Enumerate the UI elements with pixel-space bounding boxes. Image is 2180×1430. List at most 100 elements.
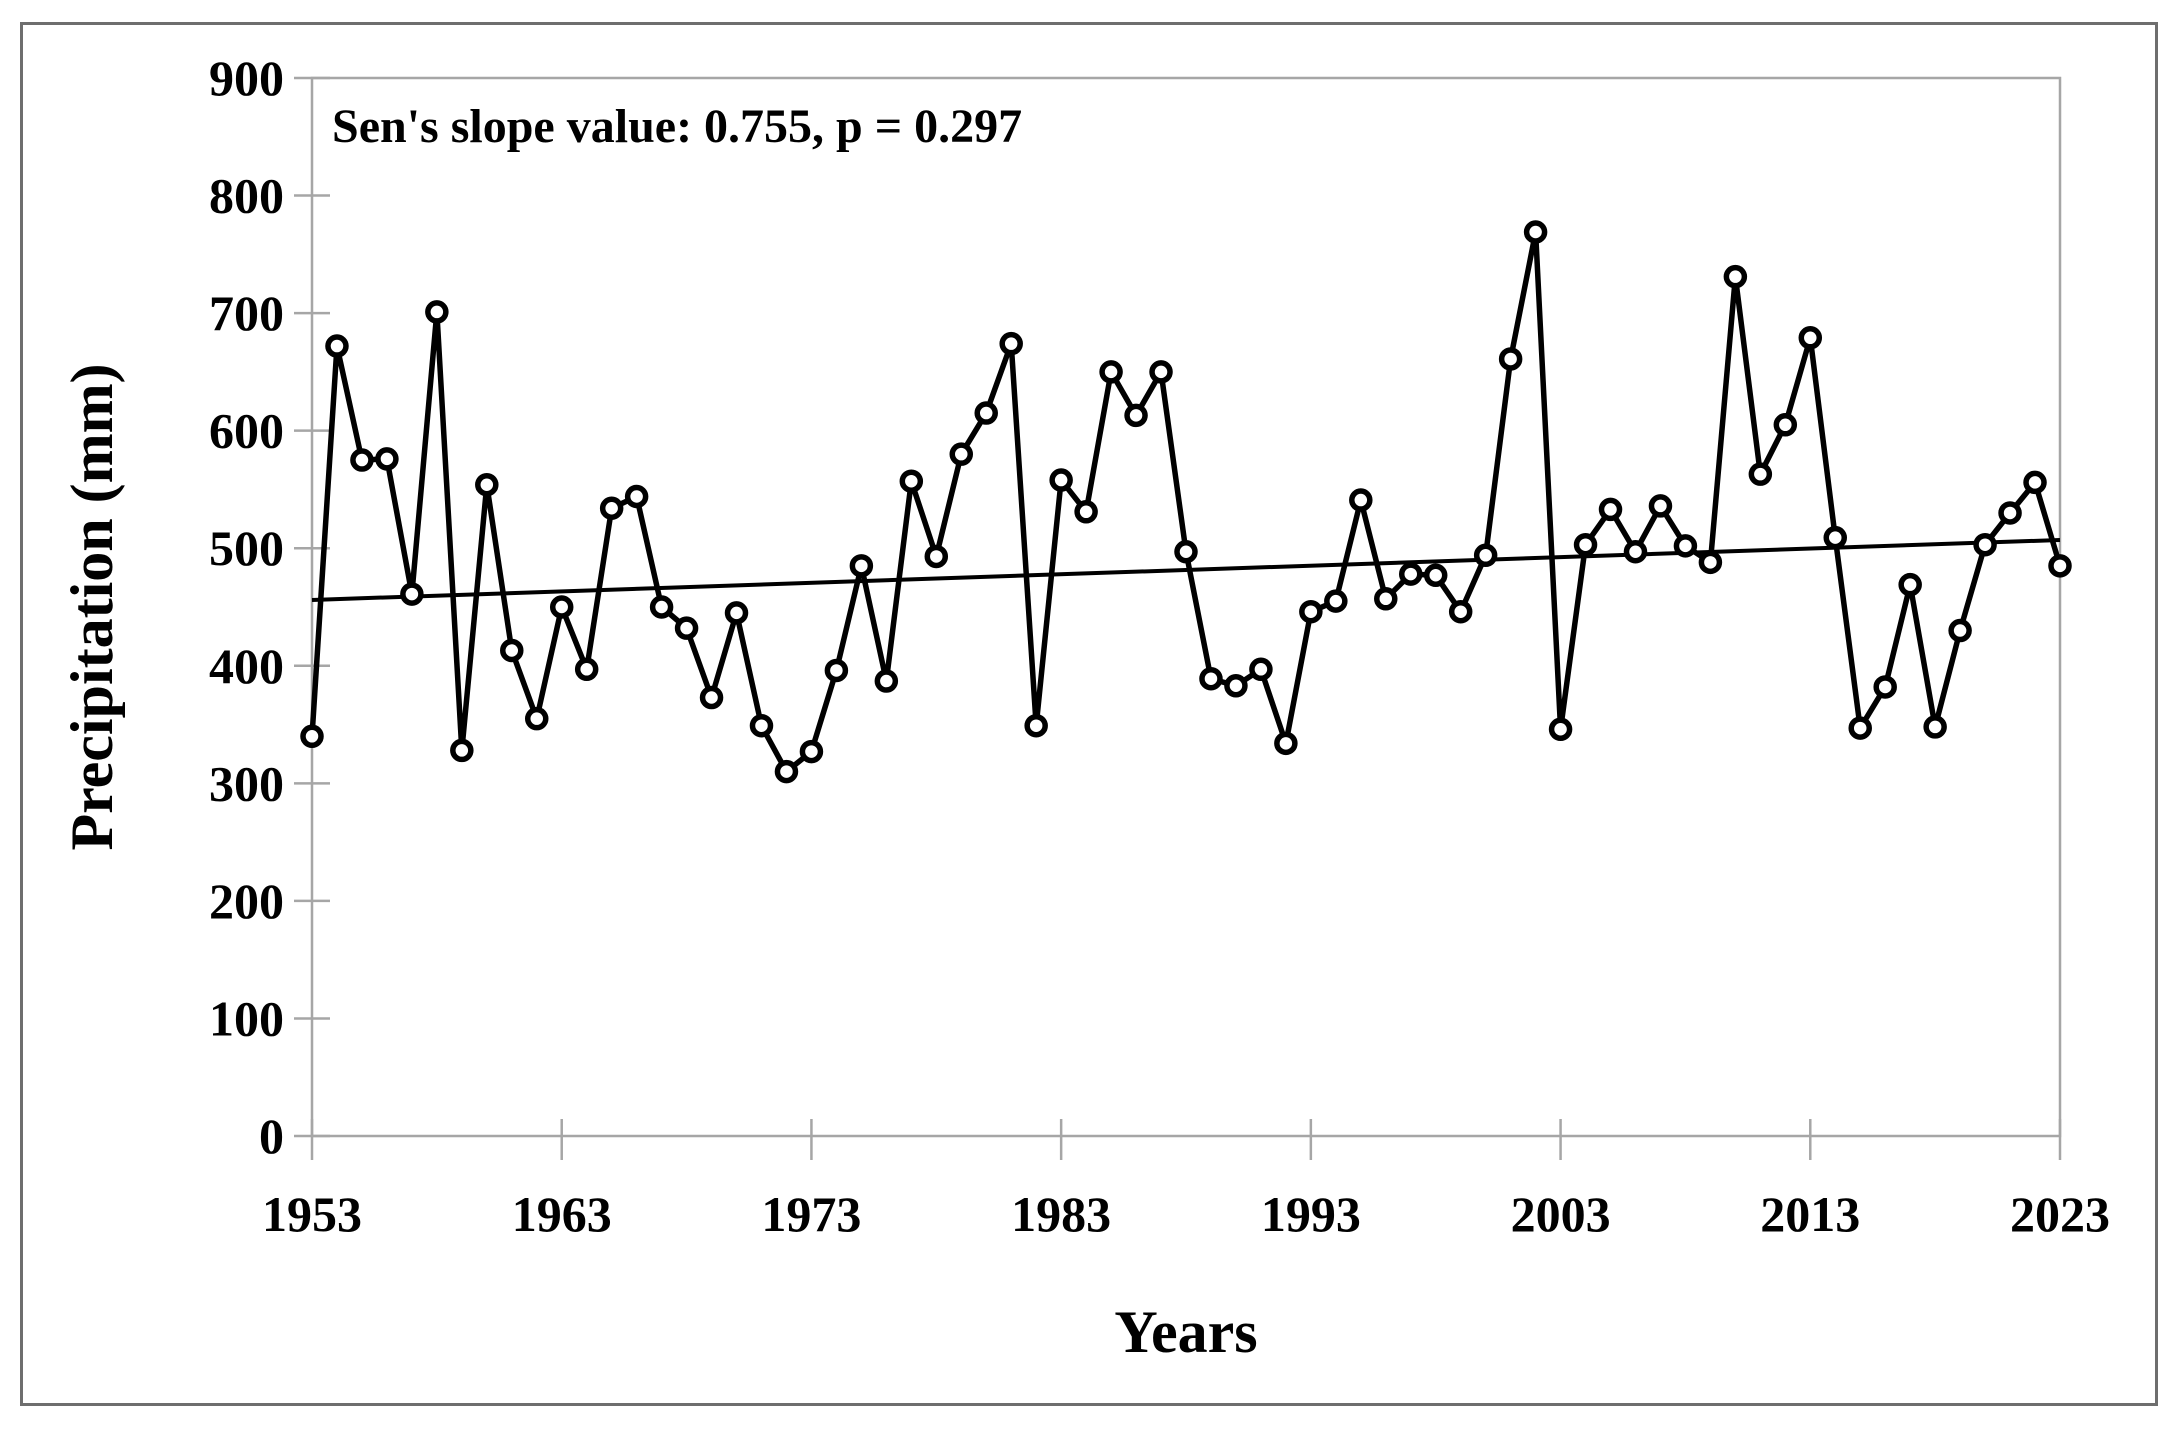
data-point: [1773, 413, 1798, 437]
data-point: [1398, 562, 1423, 586]
data-point: [475, 472, 499, 497]
data-point: [1698, 550, 1723, 575]
data-point: [1623, 539, 1648, 564]
data-point: [2048, 554, 2072, 578]
x-tick-labels: 1953 1963 1973 1983 1993 2003 2013 2023: [262, 1186, 2110, 1242]
data-point: [1848, 716, 1872, 740]
y-tick-label: 100: [209, 990, 284, 1046]
data-point: [1324, 589, 1348, 613]
y-axis-title: Precipitation (mm): [59, 363, 125, 850]
data-point: [1498, 347, 1523, 371]
data-point: [1648, 494, 1673, 518]
data-point: [1049, 468, 1073, 492]
data-point: [599, 496, 624, 521]
y-tick-label: 500: [209, 520, 284, 576]
data-point: [1249, 657, 1273, 682]
x-tick-label: 1993: [1261, 1186, 1361, 1242]
y-tick-label: 600: [209, 403, 284, 459]
data-point: [774, 759, 799, 784]
data-point: [724, 601, 749, 625]
data-point: [1099, 360, 1123, 384]
data-point: [924, 544, 949, 569]
data-point: [1798, 326, 1823, 350]
annotation-text: Sen's slope value: 0.755, p = 0.297: [332, 100, 1022, 153]
data-point: [1199, 666, 1223, 691]
data-point: [1973, 532, 1997, 557]
y-tick-label: 400: [209, 638, 284, 694]
data-point: [1873, 675, 1897, 699]
data-point: [899, 469, 924, 493]
data-point: [1598, 497, 1623, 522]
x-axis-title: Years: [1114, 1299, 1257, 1365]
x-tick-label: 2023: [2010, 1186, 2110, 1242]
data-point: [1548, 717, 1573, 742]
y-tick-label: 0: [259, 1108, 284, 1164]
data-point: [1149, 360, 1173, 384]
data-point: [649, 595, 674, 619]
data-point: [574, 657, 599, 682]
data-point: [674, 616, 699, 640]
data-point: [1573, 532, 1598, 557]
data-point: [400, 582, 424, 606]
data-point: [1823, 525, 1848, 550]
data-point: [450, 738, 474, 763]
x-tick-label: 2003: [1511, 1186, 1611, 1242]
data-point: [300, 724, 324, 749]
y-tick-labels: 0 100 200 300 400 500 600 700 800 900: [209, 50, 284, 1164]
x-tick-label: 1973: [761, 1186, 861, 1242]
data-point: [699, 685, 724, 710]
series-layer: [300, 220, 2072, 784]
figure-border: [20, 22, 2158, 1406]
data-point: [849, 554, 874, 578]
y-tick-label: 300: [209, 755, 284, 811]
plot-area: [310, 76, 2062, 1138]
y-tick-label: 700: [209, 285, 284, 341]
data-point: [999, 331, 1023, 356]
y-tick-label: 800: [209, 168, 284, 224]
data-point: [1349, 488, 1373, 512]
series-line: [309, 229, 2063, 775]
data-point: [949, 442, 974, 466]
data-point: [1673, 534, 1698, 558]
data-point: [549, 595, 574, 619]
trend-line: [311, 537, 2061, 602]
data-point: [1299, 599, 1323, 624]
data-point: [1473, 543, 1498, 568]
x-tick-label: 2013: [1760, 1186, 1860, 1242]
data-point: [1523, 220, 1548, 244]
data-point: [1448, 599, 1473, 624]
data-point: [1024, 713, 1048, 738]
data-point: [325, 334, 349, 358]
data-point: [500, 638, 524, 663]
data-point: [425, 300, 449, 324]
data-point: [974, 401, 998, 425]
data-point: [524, 706, 549, 731]
x-tick-label: 1953: [262, 1186, 362, 1242]
y-tick-label: 900: [209, 50, 284, 106]
data-point: [1174, 539, 1198, 564]
data-point: [1423, 563, 1448, 588]
data-point: [375, 447, 399, 471]
data-point: [1074, 500, 1098, 524]
data-point: [1374, 587, 1398, 611]
y-tick-label: 200: [209, 873, 284, 929]
data-point: [874, 669, 899, 693]
data-point: [1948, 618, 1972, 643]
data-point: [350, 448, 374, 472]
data-point: [2023, 470, 2047, 495]
data-point: [1898, 572, 1922, 597]
data-point: [799, 739, 824, 764]
data-point: [1723, 264, 1748, 289]
data-point: [1748, 462, 1773, 486]
data-point: [1998, 501, 2022, 525]
x-tick-label: 1983: [1011, 1186, 1111, 1242]
data-point: [1124, 403, 1148, 428]
data-point: [624, 484, 649, 509]
data-point: [1923, 715, 1947, 739]
data-point: [1224, 674, 1248, 698]
data-point: [749, 713, 774, 738]
axis-ticks: [294, 76, 2062, 1160]
data-point: [1274, 731, 1298, 756]
